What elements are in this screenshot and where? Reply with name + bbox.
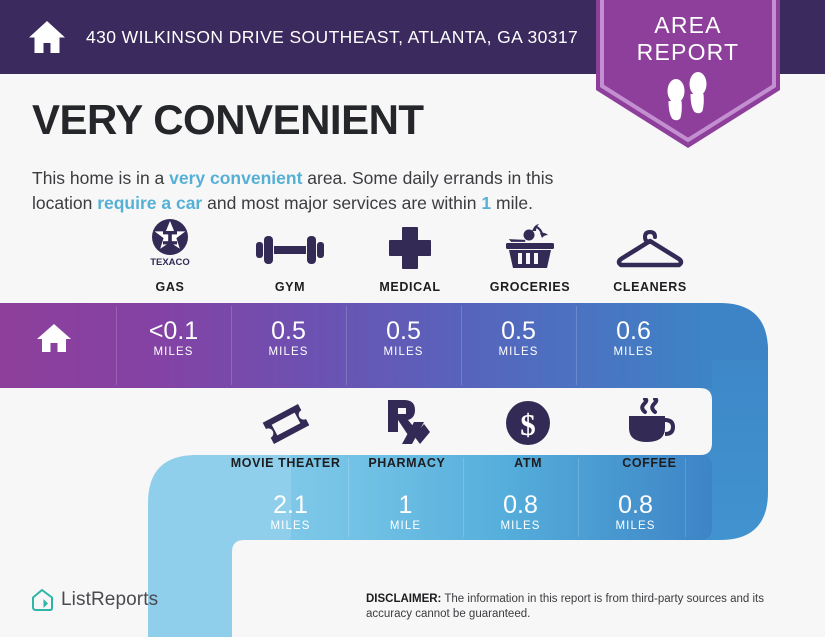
distance-unit: MILES: [613, 346, 654, 358]
summary-text: This home is in a very convenient area. …: [32, 166, 584, 216]
category-coffee: COFFEE: [589, 398, 710, 470]
home-icon: [29, 21, 65, 53]
distance-unit: MILES: [383, 346, 424, 358]
category-groceries: GROCERIES: [470, 222, 590, 294]
category-medical: MEDICAL: [350, 222, 470, 294]
distance-unit: MILES: [270, 520, 311, 532]
segment-divider: [346, 306, 347, 385]
distance-unit: MILE: [389, 520, 422, 532]
category-label: MEDICAL: [379, 280, 441, 294]
blurb-part-3: and most major services are within: [202, 192, 482, 213]
area-report-badge: AREA REPORT: [592, 0, 784, 152]
category-cleaners: CLEANERS: [590, 222, 710, 294]
texaco-gas-icon: TEXACO: [110, 219, 230, 270]
footprints-icon: [667, 72, 707, 121]
category-label: COFFEE: [622, 456, 677, 470]
distance-unit: MILES: [498, 346, 539, 358]
dumbbell-icon: [230, 222, 350, 270]
category-label: GAS: [155, 280, 185, 294]
distance-unit: MILES: [153, 346, 194, 358]
distance-cell-cleaners: 0.6 MILES: [576, 317, 691, 359]
grocery-basket-icon: [470, 222, 590, 270]
distance-value: 0.5: [386, 317, 421, 345]
category-row-one: TEXACO GAS GYM: [110, 219, 710, 294]
clothes-hanger-icon: [590, 222, 710, 270]
listreports-brand: ListReports: [30, 588, 158, 612]
category-pharmacy: PHARMACY: [346, 398, 467, 470]
property-address: 430 WILKINSON DRIVE SOUTHEAST, ATLANTA, …: [86, 26, 579, 47]
medical-cross-icon: [350, 222, 470, 270]
disclaimer-label: DISCLAIMER:: [366, 593, 442, 605]
blurb-part-1: This home is in a: [32, 167, 170, 188]
home-icon: [37, 324, 71, 352]
distance-value: 0.8: [503, 491, 538, 519]
distance-cell-groceries: 0.5 MILES: [461, 317, 576, 359]
distance-unit: MILES: [500, 520, 541, 532]
segment-divider: [461, 306, 462, 385]
blurb-part-4: mile.: [491, 192, 533, 213]
path-left-turn: [148, 455, 290, 637]
category-movie-theater: MOVIE THEATER: [225, 398, 346, 470]
distance-cell-pharmacy: 1 MILE: [348, 491, 463, 533]
category-label: GROCERIES: [489, 280, 571, 294]
distance-cell-atm: 0.8 MILES: [463, 491, 578, 533]
distance-value: 0.5: [501, 317, 536, 345]
brand-name: ListReports: [61, 589, 159, 610]
segment-divider: [576, 306, 577, 385]
path-bar-one: [0, 303, 712, 388]
rx-prescription-icon: [346, 398, 467, 446]
distance-cell-movie-theater: 2.1 MILES: [233, 491, 348, 533]
distance-cell-coffee: 0.8 MILES: [578, 491, 693, 533]
distance-value: <0.1: [148, 317, 199, 345]
category-atm: $ ATM: [468, 398, 589, 470]
segment-divider: [116, 306, 117, 385]
disclaimer-text: DISCLAIMER: The information in this repo…: [366, 592, 794, 622]
distance-unit: MILES: [268, 346, 309, 358]
category-label: GYM: [274, 280, 306, 294]
distance-value: 1: [398, 491, 413, 519]
distance-cell-medical: 0.5 MILES: [346, 317, 461, 359]
disclaimer-body: The information in this report is from t…: [366, 593, 764, 620]
distance-value: 0.5: [271, 317, 306, 345]
page-title: VERY CONVENIENT: [32, 96, 424, 143]
category-label: MOVIE THEATER: [230, 456, 341, 470]
category-row-two: MOVIE THEATER PHARMACY $: [225, 398, 710, 470]
listreports-house-tag-icon: [32, 589, 53, 611]
category-gym: GYM: [230, 222, 350, 294]
category-label: ATM: [514, 456, 543, 470]
distance-cell-gym: 0.5 MILES: [231, 317, 346, 359]
distance-unit: MILES: [615, 520, 656, 532]
segment-divider: [231, 306, 232, 385]
blurb-highlight-1: very convenient: [169, 167, 303, 188]
blurb-part-2: area. Some daily errands in this locatio…: [32, 167, 554, 213]
movie-ticket-icon: [225, 398, 346, 446]
svg-text:TEXACO: TEXACO: [150, 257, 190, 268]
category-label: PHARMACY: [368, 456, 446, 470]
distance-value: 0.6: [616, 317, 651, 345]
category-gas: TEXACO GAS: [110, 219, 230, 294]
distance-cell-gas: <0.1 MILES: [116, 317, 231, 359]
blurb-highlight-3: 1: [481, 192, 492, 213]
blurb-highlight-2: require a car: [97, 192, 203, 213]
dollar-circle-icon: $: [468, 398, 589, 446]
path-corner-top-right: [700, 303, 768, 360]
svg-text:$: $: [520, 407, 536, 442]
coffee-cup-icon: [589, 398, 710, 446]
distance-value: 2.1: [273, 491, 308, 519]
category-label: CLEANERS: [613, 280, 687, 294]
distance-value: 0.8: [618, 491, 653, 519]
